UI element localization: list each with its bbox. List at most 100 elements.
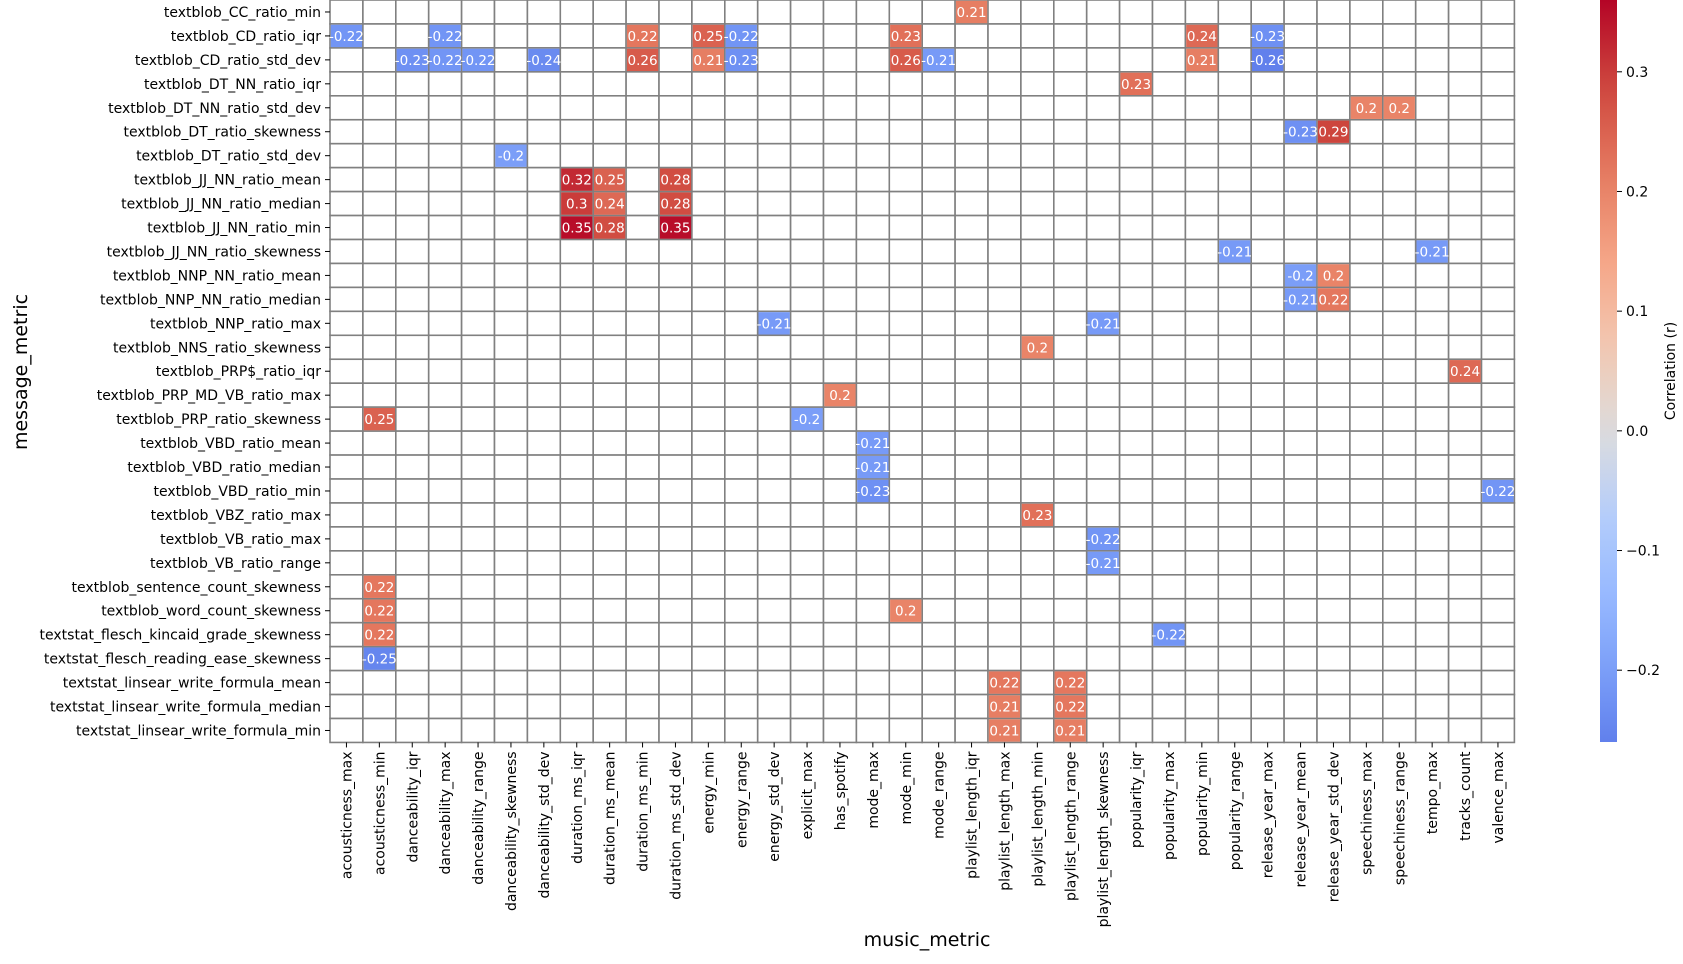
heatmap-empty-cell bbox=[592, 478, 627, 504]
heatmap-empty-cell bbox=[592, 142, 627, 169]
heatmap-empty-cell bbox=[954, 502, 989, 528]
heatmap-empty-cell bbox=[1382, 454, 1417, 480]
heatmap-empty-cell bbox=[921, 238, 956, 265]
heatmap-empty-cell bbox=[1020, 238, 1055, 265]
heatmap-cell bbox=[1350, 96, 1382, 119]
heatmap-empty-cell bbox=[1480, 573, 1516, 600]
heatmap-empty-cell bbox=[855, 693, 891, 720]
heatmap-empty-cell bbox=[888, 358, 923, 385]
heatmap-empty-cell bbox=[559, 621, 594, 648]
y-tick-label: textblob_sentence_count_skewness bbox=[72, 580, 321, 596]
heatmap-empty-cell bbox=[822, 95, 858, 121]
heatmap-empty-cell bbox=[1316, 166, 1351, 193]
heatmap-empty-cell bbox=[559, 669, 594, 696]
heatmap-empty-cell bbox=[1151, 550, 1187, 576]
heatmap-empty-cell bbox=[493, 478, 529, 504]
cell-value-label: 0.24 bbox=[1187, 29, 1217, 45]
heatmap-empty-cell bbox=[658, 23, 693, 49]
heatmap-empty-cell bbox=[592, 238, 627, 265]
heatmap-empty-cell bbox=[822, 406, 858, 432]
heatmap-empty-cell bbox=[921, 717, 956, 744]
heatmap-empty-cell bbox=[1316, 310, 1351, 337]
heatmap-empty-cell bbox=[559, 310, 594, 337]
cell-value-label: -0.22 bbox=[1086, 532, 1121, 548]
y-tick-label: textblob_VBD_ratio_min bbox=[153, 484, 321, 500]
heatmap-empty-cell bbox=[954, 214, 989, 241]
heatmap-empty-cell bbox=[756, 47, 792, 73]
y-tick-label: textblob_VB_ratio_range bbox=[150, 556, 321, 572]
heatmap-empty-cell bbox=[559, 406, 594, 432]
heatmap-empty-cell bbox=[1349, 669, 1384, 696]
heatmap-empty-cell bbox=[493, 597, 529, 624]
heatmap-empty-cell bbox=[1447, 669, 1483, 696]
heatmap-empty-cell bbox=[855, 23, 891, 49]
heatmap-empty-cell bbox=[1480, 550, 1516, 576]
heatmap-empty-cell bbox=[362, 693, 397, 720]
heatmap-empty-cell bbox=[1447, 71, 1483, 97]
heatmap-empty-cell bbox=[954, 597, 989, 624]
heatmap-cell bbox=[692, 24, 724, 48]
heatmap-empty-cell bbox=[1217, 454, 1253, 480]
heatmap-empty-cell bbox=[329, 454, 364, 480]
x-tick-label: energy_min bbox=[701, 751, 717, 833]
heatmap-empty-cell bbox=[1184, 645, 1220, 672]
heatmap-empty-cell bbox=[1118, 358, 1154, 385]
x-tick-label: playlist_length_min bbox=[1030, 751, 1046, 886]
heatmap-cell bbox=[528, 48, 560, 72]
heatmap-empty-cell bbox=[394, 669, 430, 696]
heatmap-empty-cell bbox=[822, 310, 858, 337]
heatmap-empty-cell bbox=[1414, 406, 1450, 432]
heatmap-empty-cell bbox=[1184, 286, 1220, 313]
heatmap-empty-cell bbox=[1020, 550, 1055, 576]
heatmap-empty-cell bbox=[526, 334, 562, 361]
heatmap-empty-cell bbox=[1020, 95, 1055, 121]
heatmap-empty-cell bbox=[1480, 430, 1516, 456]
heatmap-empty-cell bbox=[394, 262, 430, 289]
heatmap-empty-cell bbox=[855, 238, 891, 265]
heatmap-empty-cell bbox=[592, 454, 627, 480]
heatmap-empty-cell bbox=[1447, 334, 1483, 361]
heatmap-empty-cell bbox=[921, 286, 956, 313]
heatmap-empty-cell bbox=[460, 597, 496, 624]
heatmap-empty-cell bbox=[1447, 310, 1483, 337]
heatmap-empty-cell bbox=[1382, 238, 1417, 265]
heatmap-empty-cell bbox=[822, 550, 858, 576]
heatmap-empty-cell bbox=[1447, 214, 1483, 241]
heatmap-empty-cell bbox=[1250, 166, 1285, 193]
heatmap-empty-cell bbox=[559, 95, 594, 121]
heatmap-empty-cell bbox=[427, 286, 463, 313]
heatmap-empty-cell bbox=[427, 382, 463, 408]
heatmap-empty-cell bbox=[625, 166, 660, 193]
x-tick-label: duration_ms_mean bbox=[603, 751, 619, 885]
heatmap-empty-cell bbox=[526, 71, 562, 97]
heatmap-empty-cell bbox=[460, 262, 496, 289]
cell-value-label: 0.22 bbox=[364, 628, 394, 644]
heatmap-empty-cell bbox=[1349, 454, 1384, 480]
heatmap-empty-cell bbox=[362, 454, 397, 480]
heatmap-empty-cell bbox=[493, 669, 529, 696]
heatmap-empty-cell bbox=[526, 95, 562, 121]
heatmap-empty-cell bbox=[1184, 95, 1220, 121]
heatmap-empty-cell bbox=[1480, 669, 1516, 696]
heatmap-cell bbox=[1021, 503, 1053, 527]
heatmap-empty-cell bbox=[1217, 166, 1253, 193]
heatmap-empty-cell bbox=[427, 645, 463, 672]
heatmap-empty-cell bbox=[460, 526, 496, 552]
heatmap-empty-cell bbox=[625, 358, 660, 385]
heatmap-empty-cell bbox=[888, 262, 923, 289]
heatmap-empty-cell bbox=[1414, 47, 1450, 73]
heatmap-empty-cell bbox=[658, 358, 693, 385]
heatmap-empty-cell bbox=[625, 310, 660, 337]
heatmap-empty-cell bbox=[1316, 645, 1351, 672]
heatmap-empty-cell bbox=[1020, 454, 1055, 480]
heatmap-empty-cell bbox=[756, 71, 792, 97]
heatmap-empty-cell bbox=[1053, 310, 1088, 337]
heatmap-empty-cell bbox=[394, 406, 430, 432]
heatmap-empty-cell bbox=[329, 238, 364, 265]
heatmap-empty-cell bbox=[1085, 71, 1121, 97]
heatmap-empty-cell bbox=[987, 502, 1022, 528]
heatmap-empty-cell bbox=[493, 23, 529, 49]
heatmap-empty-cell bbox=[1382, 382, 1417, 408]
heatmap-empty-cell bbox=[493, 310, 529, 337]
heatmap-empty-cell bbox=[1184, 0, 1220, 25]
